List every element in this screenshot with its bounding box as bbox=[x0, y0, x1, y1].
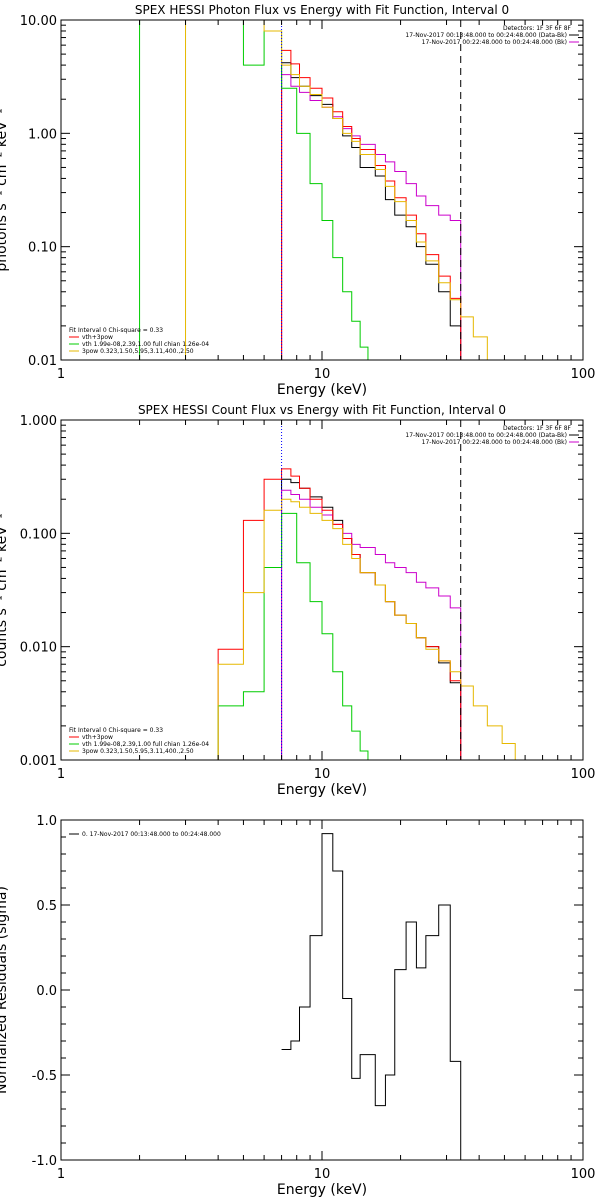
x-tick-label: 10 bbox=[314, 767, 331, 782]
y-axis-label: counts s⁻¹ cm⁻² keV⁻¹ bbox=[0, 513, 10, 667]
legend-entry: 3pow 0.323,1.50,5.95,3.11,400.,2.50 bbox=[82, 748, 194, 755]
series-data bbox=[281, 478, 462, 760]
x-tick-label: 1 bbox=[57, 1167, 65, 1182]
legend-entry: 17-Nov-2017 00:13:48.000 to 00:24:48.000… bbox=[405, 432, 567, 439]
x-tick-label: 10 bbox=[314, 1167, 331, 1182]
x-tick-label: 100 bbox=[571, 767, 596, 782]
legend-top: 0. 17-Nov-2017 00:13:48.000 to 00:24:48.… bbox=[69, 831, 221, 838]
y-tick-label: -1.0 bbox=[32, 1154, 57, 1169]
legend-entry: 17-Nov-2017 00:22:48.000 to 00:24:48.000… bbox=[422, 39, 567, 46]
series-group bbox=[281, 833, 462, 1160]
y-tick-label: 0.5 bbox=[36, 899, 57, 914]
x-tick-label: 10 bbox=[314, 367, 331, 382]
legend-title: Detectors: 1F 3F 6F 8F bbox=[503, 25, 572, 32]
legend-entry: vth+3pow bbox=[82, 734, 113, 741]
legend-entry: 0. 17-Nov-2017 00:13:48.000 to 00:24:48.… bbox=[82, 831, 221, 838]
x-tick-label: 100 bbox=[571, 367, 596, 382]
y-axis-label: Normalized Residuals (sigma) bbox=[0, 886, 10, 1094]
series-background bbox=[281, 489, 462, 760]
y-tick-label: -0.5 bbox=[32, 1069, 57, 1084]
y-tick-label: 1.0 bbox=[36, 814, 57, 829]
legend-title: Fit Interval 0 Chi-square = 0.33 bbox=[69, 727, 163, 734]
series-group bbox=[185, 468, 530, 760]
y-tick-label: 10.00 bbox=[20, 14, 57, 29]
chart-panel-1: SPEX HESSI Photon Flux vs Energy with Fi… bbox=[0, 3, 596, 398]
y-tick-label: 0.10 bbox=[28, 241, 57, 256]
chart-panel-3: 1 10 100 Energy (keV) -1.0 -0.5 0.0 0.5 1.0 Norma… bbox=[0, 814, 595, 1198]
legend-title: Detectors: 1F 3F 6F 8F bbox=[503, 425, 572, 432]
legend-entry: 17-Nov-2017 00:13:48.000 to 00:24:48.000… bbox=[405, 32, 567, 39]
x-tick-label: 1 bbox=[57, 367, 65, 382]
series-background bbox=[281, 74, 462, 360]
series-model bbox=[185, 468, 462, 760]
series-power-law bbox=[185, 20, 503, 360]
series-thermal bbox=[139, 20, 376, 360]
y-tick-label: 0.100 bbox=[20, 527, 57, 542]
series-thermal bbox=[217, 512, 376, 760]
legend-entry: vth 1.99e-08,2.39,1.00 full chian 1.26e-… bbox=[82, 341, 209, 348]
axes-frame bbox=[60, 419, 584, 761]
series-residuals bbox=[281, 833, 462, 1160]
y-tick-label: 1.000 bbox=[20, 414, 57, 429]
y-tick-label: 1.00 bbox=[28, 127, 57, 142]
y-tick-label: 0.010 bbox=[20, 641, 57, 656]
legend-title: Fit Interval 0 Chi-square = 0.33 bbox=[69, 327, 163, 334]
series-group bbox=[139, 20, 503, 360]
chart-title: SPEX HESSI Photon Flux vs Energy with Fi… bbox=[135, 3, 509, 17]
legend-entry: 3pow 0.323,1.50,5.95,3.11,400.,2.50 bbox=[82, 348, 194, 355]
x-tick-label: 1 bbox=[57, 767, 65, 782]
legend-bottom: Fit Interval 0 Chi-square = 0.33vth+3pow… bbox=[69, 727, 209, 755]
y-tick-label: 0.0 bbox=[36, 984, 57, 999]
chart-title: SPEX HESSI Count Flux vs Energy with Fit… bbox=[138, 403, 506, 417]
x-axis-label: Energy (keV) bbox=[277, 1182, 367, 1198]
x-axis-label: Energy (keV) bbox=[277, 382, 367, 398]
legend-entry: vth 1.99e-08,2.39,1.00 full chian 1.26e-… bbox=[82, 741, 209, 748]
y-axis-label: photons s⁻¹ cm⁻² keV⁻¹ bbox=[0, 108, 10, 271]
y-tick-label: 0.01 bbox=[28, 354, 57, 369]
x-axis-label: Energy (keV) bbox=[277, 782, 367, 798]
legend-entry: 17-Nov-2017 00:22:48.000 to 00:24:48.000… bbox=[422, 439, 567, 446]
series-power-law bbox=[185, 498, 530, 760]
legend-entry: vth+3pow bbox=[82, 334, 113, 341]
y-tick-label: 0.001 bbox=[20, 754, 57, 769]
series-model bbox=[281, 49, 462, 360]
legend-bottom: Fit Interval 0 Chi-square = 0.33vth+3pow… bbox=[69, 327, 209, 355]
x-tick-label: 100 bbox=[571, 1167, 596, 1182]
series-data bbox=[281, 62, 462, 360]
chart-panel-2: SPEX HESSI Count Flux vs Energy with Fit… bbox=[0, 403, 595, 798]
